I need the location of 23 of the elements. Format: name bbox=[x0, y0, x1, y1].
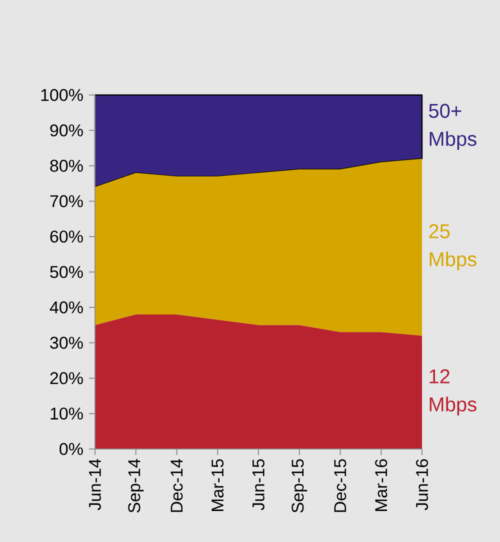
x-tick-label: Jun-16 bbox=[416, 459, 428, 510]
y-tick-label: 80% bbox=[50, 160, 83, 172]
x-tick-label: Jun-15 bbox=[252, 459, 264, 510]
x-tick-label: Sep-14 bbox=[128, 459, 144, 513]
series-label: 12 Mbps bbox=[430, 369, 476, 416]
y-tick-label: 10% bbox=[50, 408, 83, 420]
x-tick-label: Dec-15 bbox=[334, 459, 346, 512]
y-tick-label: 70% bbox=[50, 195, 83, 208]
x-tick-label: Mar-15 bbox=[212, 459, 224, 511]
series-label: 50+ Mbps bbox=[429, 104, 476, 150]
y-tick-label: 50% bbox=[50, 266, 83, 278]
x-tick-label: Mar-16 bbox=[375, 459, 388, 511]
y-tick-label: 40% bbox=[50, 301, 83, 314]
x-tick-label: Jun-14 bbox=[89, 459, 101, 510]
series-label: 25 Mbps bbox=[429, 224, 476, 270]
y-tick-label: 90% bbox=[50, 124, 83, 136]
y-tick-label: 0% bbox=[60, 442, 83, 456]
y-tick-label: 30% bbox=[50, 336, 83, 349]
y-tick-label: 60% bbox=[50, 230, 83, 243]
x-tick-label: Dec-14 bbox=[170, 459, 183, 512]
x-tick-label: Sep-15 bbox=[292, 459, 308, 513]
y-tick-label: 100% bbox=[41, 88, 83, 102]
y-tick-label: 20% bbox=[50, 372, 83, 384]
